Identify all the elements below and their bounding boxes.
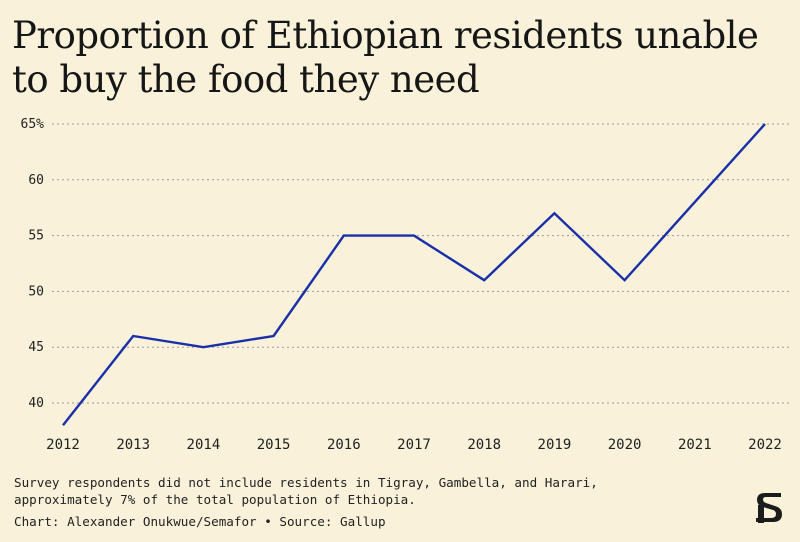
chart-footer: Survey respondents did not include resid… bbox=[14, 474, 754, 530]
x-tick-label: 2020 bbox=[608, 437, 642, 453]
x-tick-label: 2019 bbox=[538, 437, 572, 453]
x-tick-label: 2014 bbox=[187, 437, 221, 453]
semafor-s-logo-icon bbox=[756, 493, 782, 523]
x-tick-label: 2016 bbox=[327, 437, 361, 453]
y-tick-label: 65% bbox=[21, 117, 45, 132]
x-tick-label: 2015 bbox=[257, 437, 291, 453]
chart-title: Proportion of Ethiopian residents unable… bbox=[12, 14, 759, 101]
x-tick-label: 2017 bbox=[397, 437, 431, 453]
y-tick-label: 55 bbox=[28, 229, 44, 244]
y-tick-label: 50 bbox=[28, 284, 44, 299]
y-axis-ticks: 40 45 50 55 60 65% bbox=[21, 117, 45, 411]
chart-credit: Chart: Alexander Onukwue/Semafor • Sourc… bbox=[14, 514, 386, 529]
y-tick-label: 45 bbox=[28, 340, 44, 355]
x-axis-ticks: 2012 2013 2014 2015 2016 2017 2018 2019 2020 2021… bbox=[46, 437, 782, 453]
series-layer bbox=[62, 123, 766, 427]
x-tick-label: 2012 bbox=[46, 437, 80, 453]
y-tick-label: 60 bbox=[28, 173, 44, 188]
x-tick-label: 2021 bbox=[678, 437, 712, 453]
x-tick-label: 2013 bbox=[116, 437, 150, 453]
x-tick-label: 2018 bbox=[467, 437, 501, 453]
y-tick-label: 40 bbox=[28, 396, 44, 411]
gridlines bbox=[52, 123, 790, 404]
series-line bbox=[62, 123, 766, 427]
x-tick-label: 2022 bbox=[748, 437, 782, 453]
footnote-line-1: Survey respondents did not include resid… bbox=[14, 475, 598, 490]
footnote-line-2: approximately 7% of the total population… bbox=[14, 492, 416, 507]
